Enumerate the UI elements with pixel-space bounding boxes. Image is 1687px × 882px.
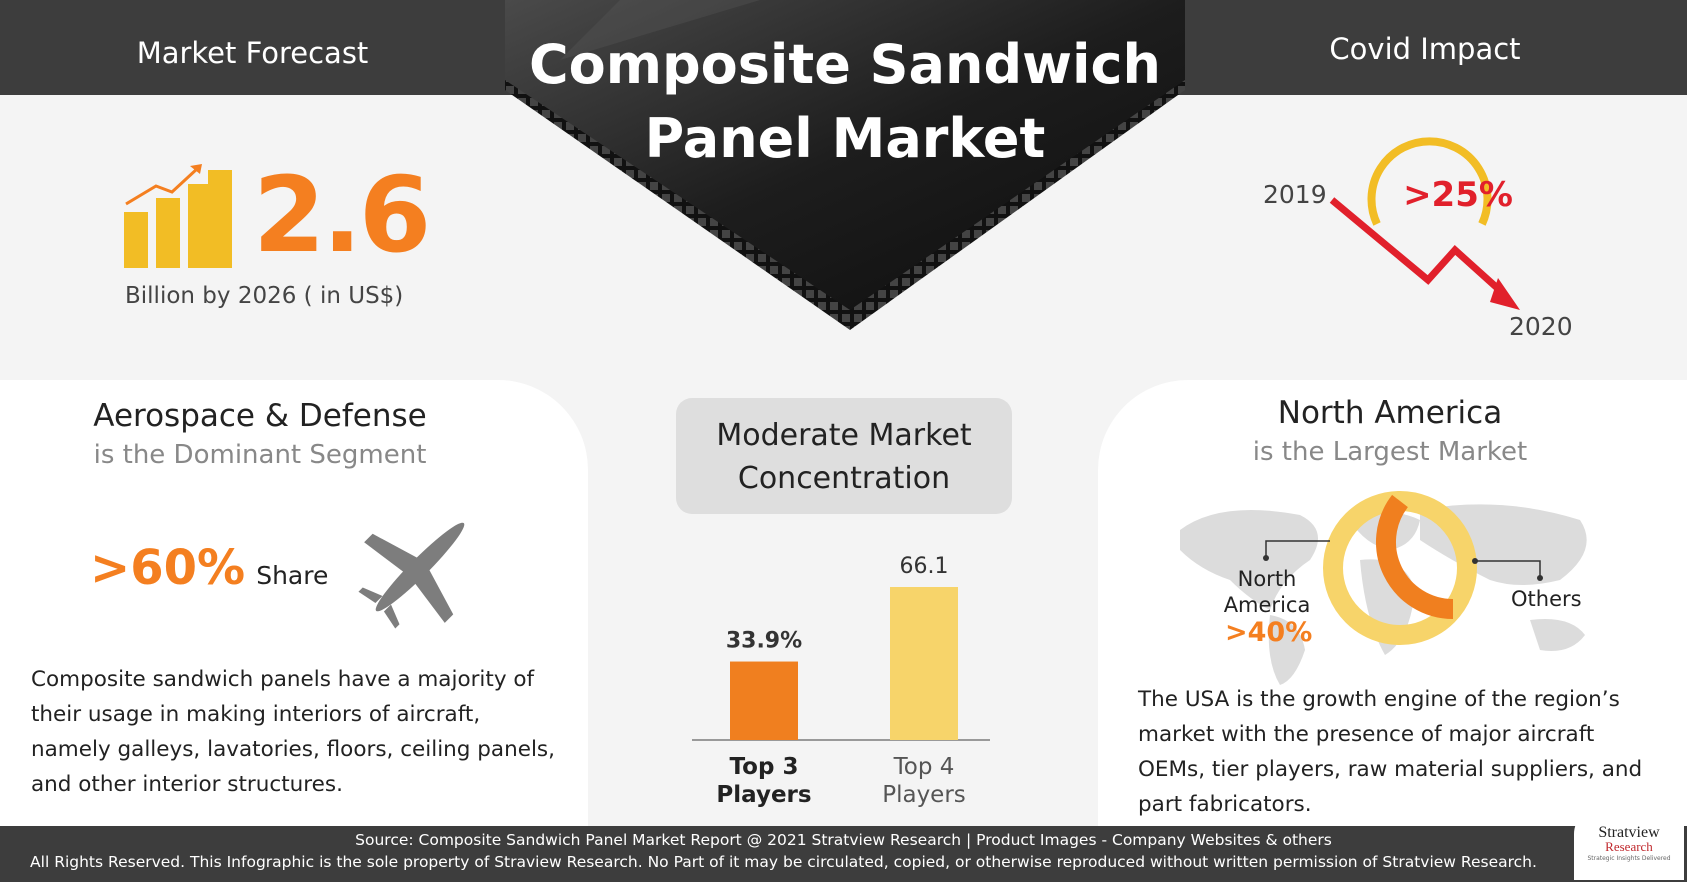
na-label: North America (1222, 566, 1312, 618)
decline-arrow-icon (1329, 137, 1520, 310)
region-subheading: is the Largest Market (1252, 437, 1528, 467)
growth-bar-chart-icon (124, 164, 232, 268)
forecast-value: 2.6 (253, 154, 431, 276)
segment-share-label: Share (256, 561, 329, 590)
page-title: Composite Sandwich Panel Market (505, 28, 1185, 176)
covid-impact-label: Covid Impact (1329, 32, 1521, 66)
logo-tagline: Strategic Insights Delivered (1587, 855, 1671, 862)
region-heading: North America (1277, 395, 1503, 431)
footer-rights: All Rights Reserved. This Infographic is… (30, 853, 1537, 871)
segment-description: Composite sandwich panels have a majorit… (31, 667, 555, 797)
covid-decline-value: >25% (1403, 175, 1513, 215)
hero-panel-graphic (505, 0, 1185, 330)
donut-leader-lines (1263, 540, 1543, 581)
footer-bar: Source: Composite Sandwich Panel Market … (0, 826, 1687, 882)
na-label-line-1: North (1237, 567, 1297, 591)
title-line-2: Panel Market (644, 107, 1046, 170)
year-2020: 2020 (1509, 312, 1573, 341)
title-line-1: Composite Sandwich (529, 33, 1161, 96)
year-2019: 2019 (1263, 180, 1327, 209)
concentration-box: Moderate Market Concentration (676, 398, 1012, 514)
bar-1-data-label: 33.9% (726, 629, 802, 654)
segment-share-value: >60% (90, 540, 246, 596)
na-label-line-2: America (1223, 593, 1311, 617)
bar-1-category-label: Players (716, 782, 811, 808)
bar-1 (730, 661, 798, 740)
segment-card (0, 380, 588, 826)
concentration-line-1: Moderate Market (716, 418, 972, 453)
airplane-icon (358, 522, 465, 629)
bar-2-category-label: Players (882, 782, 966, 808)
stratview-logo: Stratview Research Strategic Insights De… (1574, 808, 1684, 880)
logo-text-2: Research (1605, 839, 1653, 854)
na-value: >40% (1225, 617, 1313, 648)
others-label: Others (1511, 587, 1582, 611)
market-forecast-label: Market Forecast (136, 36, 369, 70)
bar-2-category-label: Top 4 (893, 754, 955, 780)
footer-source: Source: Composite Sandwich Panel Market … (355, 831, 1332, 849)
segment-subheading: is the Dominant Segment (93, 440, 427, 470)
concentration-line-2: Concentration (737, 461, 951, 496)
forecast-caption: Billion by 2026 ( in US$) (125, 283, 404, 309)
region-description: The USA is the growth engine of the regi… (1138, 687, 1643, 817)
bar-2-data-label: 66.1 (900, 554, 949, 579)
segment-share: >60% Share (90, 540, 328, 596)
bar-2 (890, 587, 958, 740)
segment-heading: Aerospace & Defense (93, 398, 427, 434)
region-donut-chart (1323, 491, 1477, 645)
bar-1-category-label: Top 3 (730, 754, 799, 780)
logo-text-1: Stratview (1598, 824, 1660, 841)
donut-north-america-segment (1376, 494, 1454, 619)
